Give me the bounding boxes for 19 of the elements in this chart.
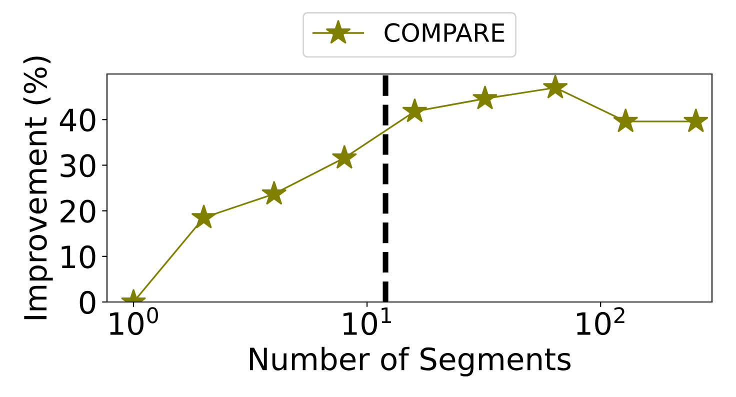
y-tick-label: 40 <box>60 108 96 132</box>
point <box>402 98 428 122</box>
point <box>683 108 708 132</box>
y-axis-title: Improvement (%) <box>23 56 53 320</box>
y-tick-label: 20 <box>60 200 96 223</box>
point <box>191 204 216 228</box>
point <box>613 108 638 132</box>
point <box>262 180 287 205</box>
x-tick-label: 10$^{2}$ <box>577 307 624 336</box>
y-tick-label: 30 <box>60 154 96 178</box>
y-tick-label: 0 <box>80 290 96 314</box>
x-axis-title: Number of Segments <box>250 346 571 376</box>
x-tick-label: 10$^{0}$ <box>110 307 158 336</box>
y-tick-label: 10 <box>62 245 96 268</box>
point <box>332 144 357 169</box>
x-tick-label: 10$^{1}$ <box>344 307 391 336</box>
legend-label: COMPARE <box>384 23 504 42</box>
point <box>542 74 568 98</box>
point <box>472 85 498 110</box>
